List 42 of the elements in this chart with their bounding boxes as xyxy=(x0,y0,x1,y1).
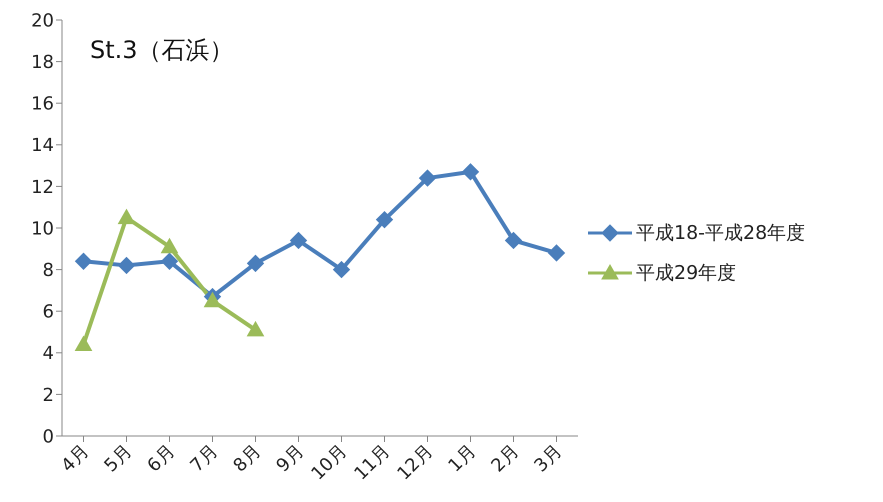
x-tick-label: 8月 xyxy=(229,440,266,476)
y-tick-label: 2 xyxy=(42,384,54,406)
y-tick-label: 12 xyxy=(31,176,54,198)
x-tick-label: 1月 xyxy=(444,440,480,476)
legend-label: 平成18-平成28年度 xyxy=(636,221,806,246)
point xyxy=(161,252,178,270)
point xyxy=(419,170,436,187)
point xyxy=(75,252,92,270)
point xyxy=(161,238,178,254)
x-tick-label: 10月 xyxy=(307,440,352,484)
y-tick-label: 0 xyxy=(42,426,54,448)
text: St.3（石浜） xyxy=(90,35,234,66)
legend-label: 平成29年度 xyxy=(636,261,736,286)
point xyxy=(204,292,221,308)
x-tick-label: 3月 xyxy=(530,440,566,476)
y-tick-label: 6 xyxy=(42,302,54,323)
point xyxy=(333,261,350,278)
x-tick-label: 7月 xyxy=(186,440,222,476)
y-tick-label: 20 xyxy=(31,10,54,32)
y-tick-label: 16 xyxy=(31,94,54,115)
y-tick-label: 14 xyxy=(31,135,54,156)
point xyxy=(118,209,135,224)
x-tick-label: 9月 xyxy=(272,440,308,476)
x-tick-label: 6月 xyxy=(143,440,180,476)
x-tick-label: 5月 xyxy=(100,440,136,476)
x-tick-label: 4月 xyxy=(57,440,94,476)
x-tick-label: 12月 xyxy=(393,440,438,484)
y-tick-label: 10 xyxy=(31,218,54,240)
point xyxy=(548,244,565,262)
point xyxy=(247,254,264,272)
y-tick-label: 18 xyxy=(31,52,54,73)
point xyxy=(505,232,522,249)
point xyxy=(376,211,393,228)
point xyxy=(462,163,479,180)
point xyxy=(118,256,135,274)
point xyxy=(75,336,92,351)
point xyxy=(247,321,264,336)
x-tick-label: 2月 xyxy=(487,440,524,476)
y-tick-label: 4 xyxy=(42,343,54,364)
y-tick-label: 8 xyxy=(42,260,54,281)
x-tick-label: 11月 xyxy=(350,440,394,484)
point xyxy=(290,232,307,249)
